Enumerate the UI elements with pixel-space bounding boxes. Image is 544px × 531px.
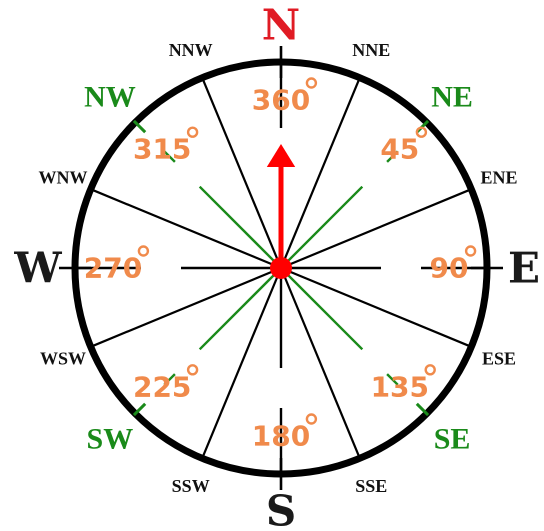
degree-135: 135	[371, 370, 429, 403]
wsw-spoke	[90, 266, 282, 348]
degree-315: 315	[133, 133, 191, 166]
ene-spoke	[280, 188, 472, 270]
nnw-spoke	[201, 77, 283, 269]
northeast-label: NE	[431, 80, 473, 113]
center-dot	[270, 257, 292, 279]
wsw-label: WSW	[40, 348, 86, 368]
northwest-ring-tick	[132, 119, 147, 134]
ssw-label: SSW	[172, 476, 210, 496]
southeast-label: SE	[434, 423, 471, 456]
degree-180-symbol	[305, 413, 318, 425]
southwest-line-segment-2	[163, 373, 176, 386]
nnw-label: NNW	[169, 40, 213, 60]
south-label: S	[266, 487, 296, 531]
west-label: W	[13, 244, 62, 293]
degree-360-symbol	[305, 77, 318, 89]
wnw-label: WNW	[39, 168, 88, 188]
ese-label: ESE	[482, 348, 516, 368]
north-arrow	[266, 144, 296, 279]
sse-spoke	[279, 267, 361, 459]
degree-135-symbol	[424, 364, 436, 376]
degree-270-symbol	[137, 245, 150, 257]
northeast-line-segment-2	[386, 150, 399, 163]
ssw-spoke	[201, 267, 283, 459]
degree-90: 90	[430, 252, 469, 285]
sse-label: SSE	[355, 476, 387, 496]
northeast-line-segment-1	[280, 185, 364, 269]
east-label: E	[508, 244, 540, 293]
degree-45-symbol	[415, 126, 428, 138]
nne-spoke	[279, 77, 361, 269]
degree-225-symbol	[186, 364, 199, 376]
southwest-ring-tick	[132, 402, 147, 417]
northwest-line-segment-2	[163, 150, 176, 163]
degree-labels: 360 45 90 135 180 225 270 315	[84, 77, 477, 453]
southeast-line-segment-1	[280, 267, 364, 351]
southeast-ring-tick	[415, 402, 430, 417]
north-label: N	[262, 1, 300, 50]
ene-label: ENE	[480, 168, 517, 188]
ese-spoke	[280, 266, 472, 348]
southwest-label: SW	[87, 423, 134, 456]
arrow-head	[266, 144, 296, 167]
wnw-spoke	[90, 188, 282, 270]
northeast-ring-tick	[415, 119, 430, 134]
northwest-line-segment-1	[198, 185, 282, 269]
southwest-line-segment-1	[198, 267, 282, 351]
degree-225: 225	[133, 370, 191, 403]
degree-90-symbol	[464, 245, 477, 257]
degree-180: 180	[252, 420, 310, 453]
degree-315-symbol	[186, 126, 199, 138]
degree-360: 360	[252, 84, 310, 117]
degree-270: 270	[84, 252, 142, 285]
ring-ticks	[59, 46, 503, 490]
southeast-line-segment-2	[386, 373, 399, 386]
northwest-label: NW	[84, 80, 136, 113]
nne-label: NNE	[352, 40, 390, 60]
degree-45: 45	[380, 133, 419, 166]
